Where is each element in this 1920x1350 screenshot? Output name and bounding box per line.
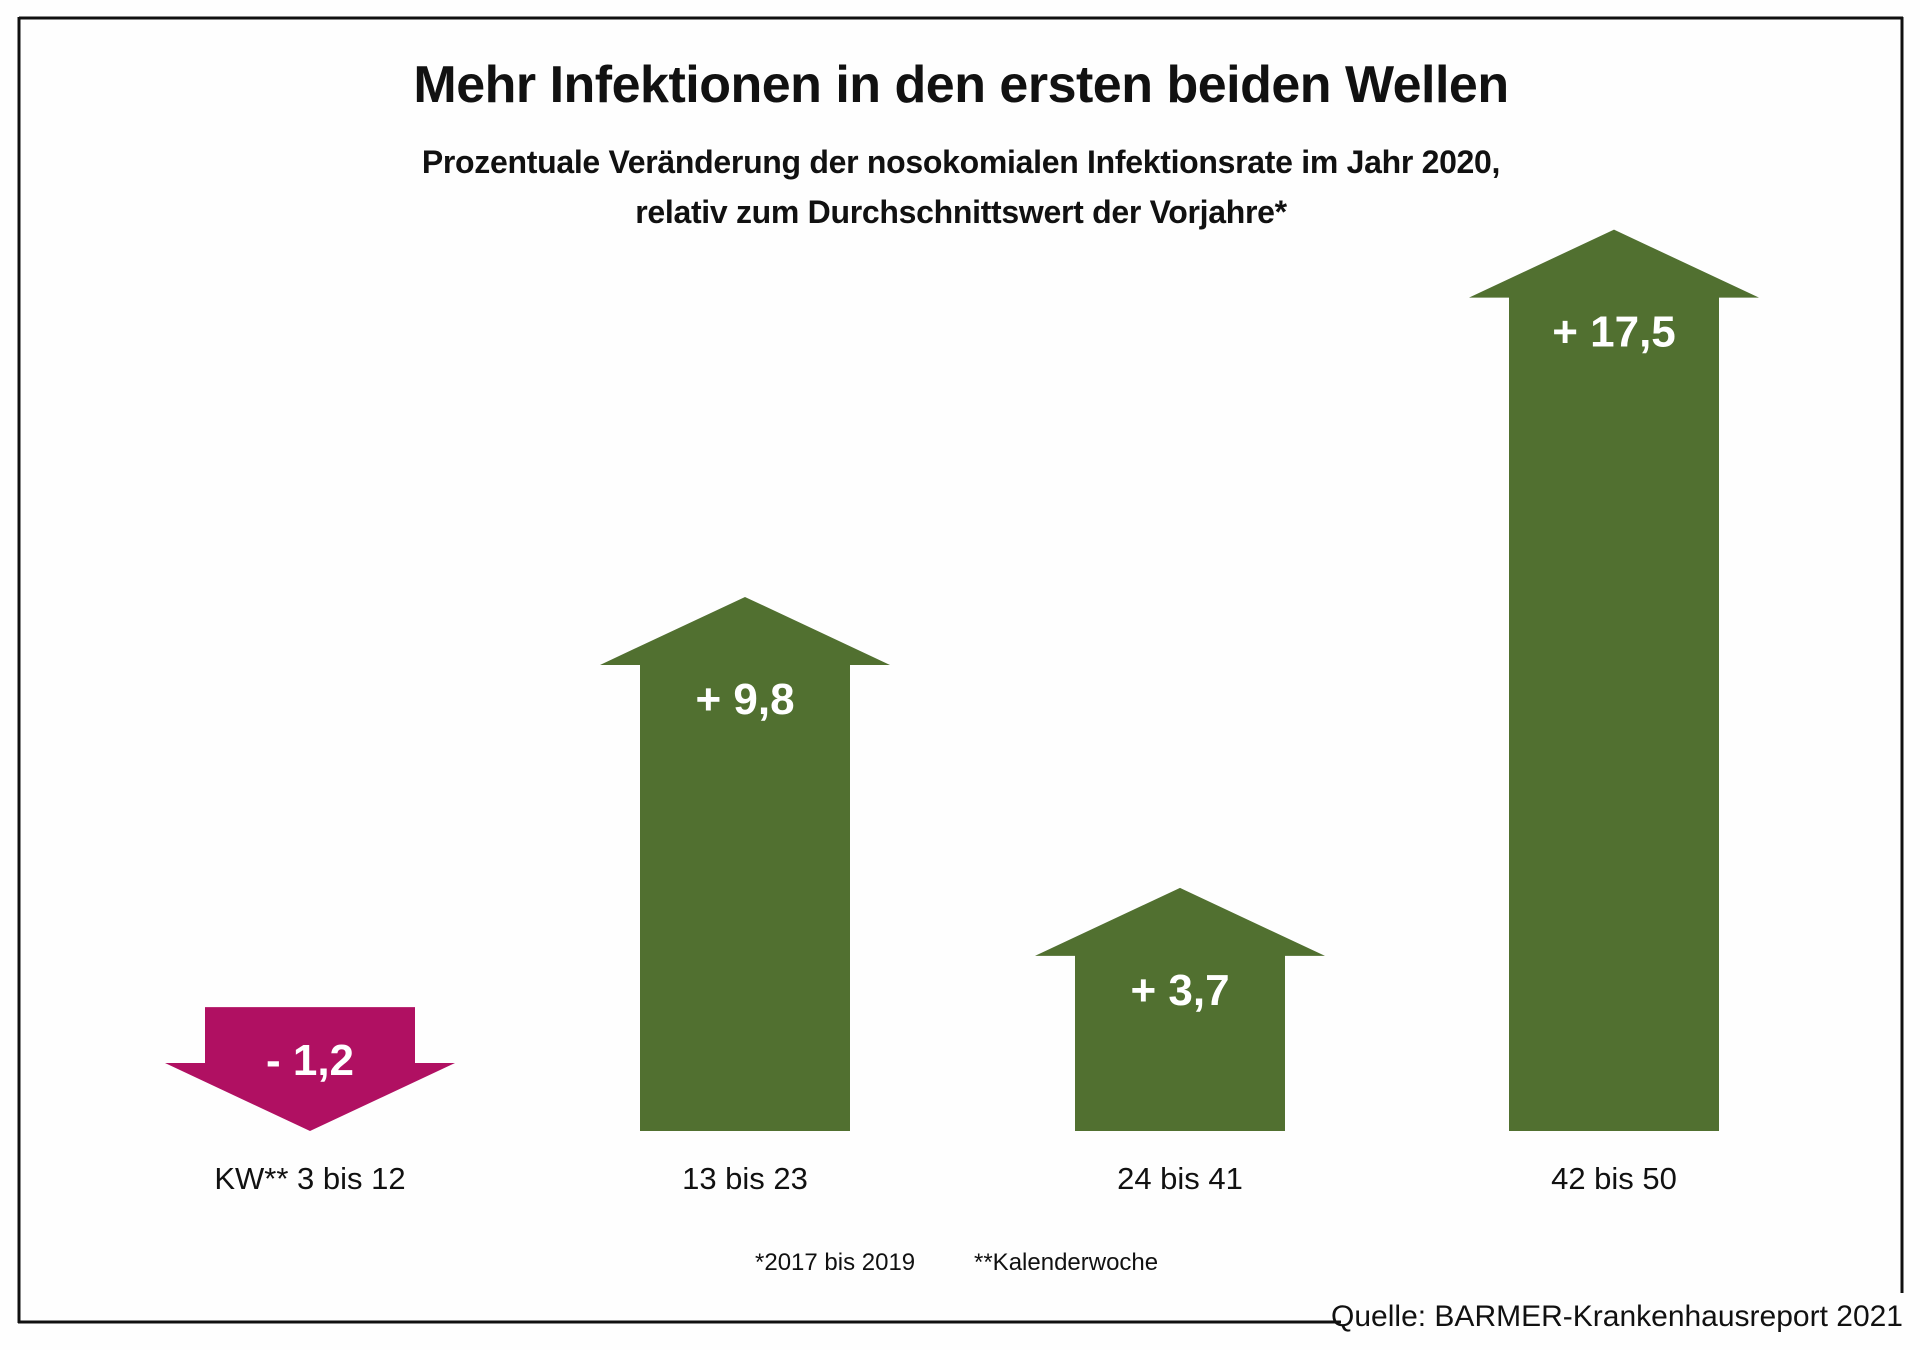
footnote-reference-years: *2017 bis 2019: [755, 1249, 915, 1276]
chart-subtitle-line-1: Prozentuale Veränderung der nosokomialen…: [422, 144, 1500, 180]
up-arrow-bar: [1035, 887, 1325, 1131]
chart-subtitle-line-2: relativ zum Durchschnittswert der Vorjah…: [635, 194, 1287, 230]
value-labels: - 1,2 + 9,8 + 3,7 + 17,5: [266, 308, 1676, 1086]
up-arrow-bar: [600, 596, 890, 1131]
category-labels: KW** 3 bis 12 13 bis 23 24 bis 41 42 bis 50: [214, 1161, 1677, 1196]
arrow-marks: [165, 229, 1759, 1131]
category-label: 13 bis 23: [682, 1161, 808, 1196]
chart-frame: [17, 16, 1904, 1324]
up-arrow-bar: [1469, 229, 1759, 1131]
value-label: + 3,7: [1130, 966, 1229, 1015]
value-label: + 9,8: [695, 675, 794, 724]
category-label: 42 bis 50: [1551, 1161, 1677, 1196]
source-note: Quelle: BARMER-Krankenhausreport 2021: [1331, 1300, 1903, 1333]
chart-title: Mehr Infektionen in den ersten beiden We…: [413, 56, 1508, 114]
value-label: - 1,2: [266, 1036, 354, 1085]
category-label: KW** 3 bis 12: [214, 1161, 405, 1196]
down-arrow-bar: [165, 1007, 455, 1131]
category-label: 24 bis 41: [1117, 1161, 1243, 1196]
value-label: + 17,5: [1552, 308, 1676, 357]
footnote-calendar-week: **Kalenderwoche: [974, 1249, 1158, 1276]
